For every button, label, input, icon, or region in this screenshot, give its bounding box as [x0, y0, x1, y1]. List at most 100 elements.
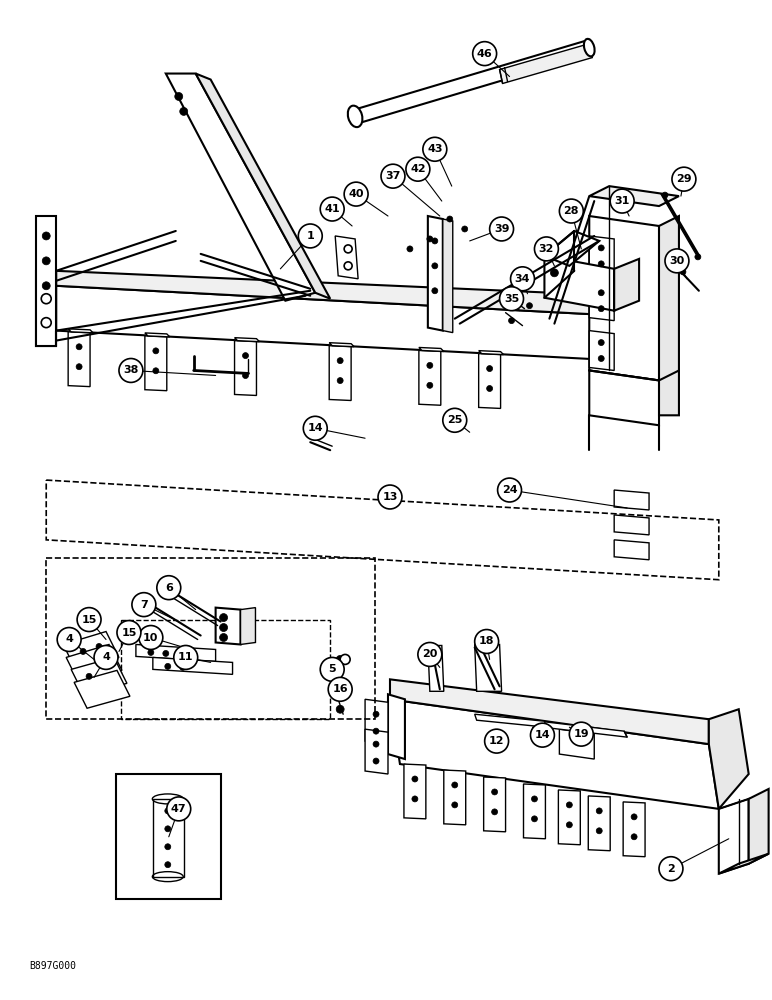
- Circle shape: [340, 654, 350, 664]
- Polygon shape: [136, 644, 215, 661]
- Circle shape: [336, 705, 344, 713]
- Circle shape: [174, 92, 183, 100]
- Text: 37: 37: [385, 171, 401, 181]
- Circle shape: [76, 364, 82, 370]
- Polygon shape: [544, 231, 599, 266]
- Polygon shape: [36, 271, 56, 346]
- Circle shape: [695, 254, 701, 260]
- Circle shape: [427, 362, 433, 368]
- Circle shape: [498, 478, 522, 502]
- Polygon shape: [479, 351, 503, 355]
- Circle shape: [219, 614, 228, 622]
- Circle shape: [378, 485, 402, 509]
- Circle shape: [432, 288, 438, 294]
- Circle shape: [598, 306, 604, 312]
- Circle shape: [443, 408, 467, 432]
- Circle shape: [96, 643, 102, 649]
- Polygon shape: [428, 216, 443, 331]
- Circle shape: [337, 691, 344, 697]
- Circle shape: [41, 318, 51, 328]
- Circle shape: [373, 728, 379, 734]
- Circle shape: [462, 226, 468, 232]
- Polygon shape: [588, 796, 610, 851]
- Circle shape: [164, 844, 171, 850]
- Circle shape: [344, 245, 352, 253]
- Polygon shape: [365, 729, 388, 774]
- Circle shape: [117, 621, 141, 644]
- Polygon shape: [56, 286, 619, 361]
- Polygon shape: [749, 789, 769, 864]
- Circle shape: [486, 366, 493, 372]
- Text: 24: 24: [502, 485, 517, 495]
- Circle shape: [569, 722, 593, 746]
- Text: 25: 25: [447, 415, 462, 425]
- Circle shape: [336, 655, 344, 663]
- Text: 47: 47: [171, 804, 187, 814]
- Text: 15: 15: [121, 628, 137, 638]
- Polygon shape: [241, 608, 256, 644]
- Circle shape: [509, 318, 514, 324]
- Circle shape: [489, 217, 513, 241]
- Text: 40: 40: [348, 189, 364, 199]
- Circle shape: [680, 269, 686, 275]
- Text: 42: 42: [410, 164, 425, 174]
- Circle shape: [510, 300, 516, 306]
- Circle shape: [80, 648, 86, 654]
- Polygon shape: [719, 854, 769, 874]
- Text: 6: 6: [165, 583, 173, 593]
- Circle shape: [373, 711, 379, 717]
- Polygon shape: [615, 515, 649, 535]
- Polygon shape: [235, 341, 256, 395]
- Text: 11: 11: [178, 652, 194, 662]
- Circle shape: [672, 167, 696, 191]
- Circle shape: [492, 789, 498, 795]
- Text: 14: 14: [535, 730, 550, 740]
- Circle shape: [373, 758, 379, 764]
- Text: 16: 16: [333, 684, 348, 694]
- Circle shape: [344, 182, 368, 206]
- Polygon shape: [355, 40, 592, 123]
- Circle shape: [42, 282, 50, 290]
- Circle shape: [665, 249, 689, 273]
- Text: B897G000: B897G000: [29, 961, 76, 971]
- Text: 35: 35: [504, 294, 520, 304]
- Circle shape: [485, 729, 509, 753]
- Polygon shape: [116, 774, 221, 899]
- Polygon shape: [71, 657, 127, 695]
- Circle shape: [527, 303, 533, 309]
- Circle shape: [412, 796, 418, 802]
- Circle shape: [427, 382, 433, 388]
- Text: 19: 19: [574, 729, 589, 739]
- Circle shape: [550, 269, 558, 277]
- Circle shape: [164, 862, 171, 868]
- Circle shape: [328, 677, 352, 701]
- Circle shape: [567, 822, 572, 828]
- Circle shape: [139, 626, 163, 649]
- Polygon shape: [589, 186, 679, 206]
- Circle shape: [164, 826, 171, 832]
- Circle shape: [610, 189, 634, 213]
- Polygon shape: [589, 216, 659, 380]
- Circle shape: [662, 192, 668, 198]
- Circle shape: [320, 197, 344, 221]
- Circle shape: [447, 216, 452, 222]
- Circle shape: [598, 261, 604, 267]
- Polygon shape: [483, 777, 506, 832]
- Polygon shape: [499, 44, 592, 84]
- Text: 10: 10: [143, 633, 158, 643]
- Polygon shape: [589, 281, 615, 321]
- Polygon shape: [709, 709, 749, 809]
- Circle shape: [153, 348, 159, 354]
- Text: 4: 4: [102, 652, 110, 662]
- Polygon shape: [623, 802, 645, 857]
- Circle shape: [164, 663, 171, 669]
- Circle shape: [242, 373, 249, 379]
- Circle shape: [157, 576, 181, 600]
- Polygon shape: [145, 333, 170, 337]
- Polygon shape: [589, 331, 615, 370]
- Circle shape: [452, 782, 458, 788]
- Circle shape: [598, 245, 604, 251]
- Circle shape: [337, 358, 344, 364]
- Text: 12: 12: [489, 736, 504, 746]
- Circle shape: [148, 649, 154, 655]
